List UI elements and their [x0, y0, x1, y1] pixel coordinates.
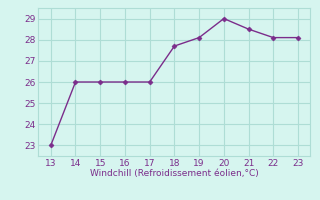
X-axis label: Windchill (Refroidissement éolien,°C): Windchill (Refroidissement éolien,°C) [90, 169, 259, 178]
